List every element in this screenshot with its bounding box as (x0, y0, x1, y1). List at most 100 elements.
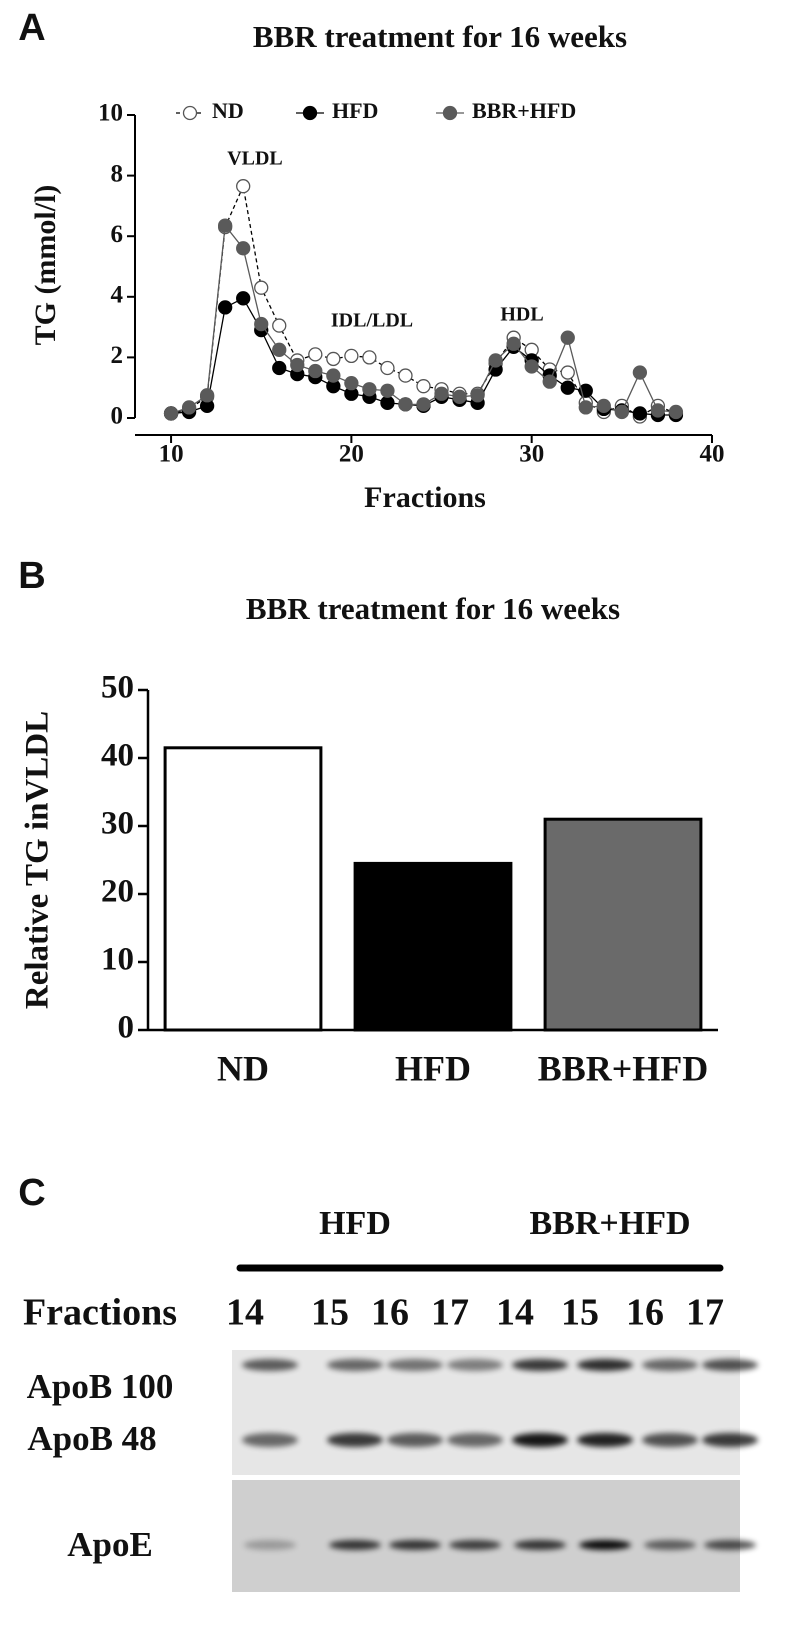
data-point (218, 300, 233, 315)
lane-label: 15 (561, 1292, 599, 1334)
chart-title: BBR treatment for 16 weeks (253, 19, 627, 54)
row-label: ApoB 100 (27, 1367, 174, 1406)
data-point (524, 359, 539, 374)
band (702, 1359, 758, 1371)
data-point (416, 397, 431, 412)
y-tick-label: 0 (111, 403, 124, 430)
fractions-label: Fractions (23, 1292, 177, 1334)
legend-label: HFD (332, 98, 378, 123)
band (244, 1540, 296, 1550)
band (447, 1359, 503, 1371)
lane-label: 16 (626, 1292, 664, 1334)
data-point (344, 376, 359, 391)
x-tick-label: 10 (159, 441, 184, 468)
data-point (254, 280, 269, 295)
group-label: BBR+HFD (529, 1205, 690, 1242)
data-point (488, 353, 503, 368)
band (512, 1359, 568, 1371)
band (387, 1433, 443, 1447)
data-point (452, 389, 467, 404)
data-point (236, 291, 251, 306)
band (327, 1433, 383, 1447)
x-tick-label: 40 (700, 441, 725, 468)
data-point (560, 330, 575, 345)
data-point (236, 241, 251, 256)
y-axis-label: TG (mmol/l) (29, 185, 62, 346)
band (704, 1540, 756, 1550)
blot-top (232, 1350, 740, 1475)
data-point (199, 388, 215, 403)
lane-label: 17 (431, 1292, 469, 1334)
band (329, 1540, 381, 1550)
x-tick-label: ND (217, 1048, 269, 1088)
data-point (668, 404, 684, 420)
band (642, 1359, 698, 1371)
band (512, 1433, 568, 1447)
annotation: HDL (500, 304, 543, 326)
data-point (632, 406, 648, 421)
data-point (434, 386, 449, 401)
legend-marker (302, 105, 318, 121)
data-point (506, 336, 521, 351)
chart-title: BBR treatment for 16 weeks (246, 591, 620, 626)
row-label: ApoB 48 (27, 1419, 156, 1458)
data-point (272, 318, 287, 333)
legend-marker (442, 105, 458, 121)
group-label: HFD (319, 1205, 391, 1242)
band (644, 1540, 696, 1550)
data-point (272, 360, 287, 376)
data-point (218, 218, 233, 233)
y-tick-label: 0 (118, 1010, 135, 1046)
bar (163, 746, 323, 1032)
legend-label: ND (212, 98, 244, 123)
data-point (542, 374, 557, 389)
data-point (380, 360, 395, 376)
y-tick-label: 50 (101, 670, 134, 706)
blot-bottom (232, 1480, 740, 1592)
data-point (650, 403, 666, 418)
data-point (326, 351, 341, 367)
data-point (560, 365, 575, 380)
data-point (290, 357, 305, 373)
data-point (362, 350, 377, 365)
lane-label: 15 (311, 1292, 349, 1334)
data-point (236, 179, 251, 194)
bar (353, 861, 513, 1032)
y-tick-label: 6 (111, 221, 124, 248)
y-tick-label: 10 (101, 942, 134, 978)
band (242, 1433, 298, 1447)
data-point (578, 400, 593, 415)
band (449, 1540, 501, 1550)
row-label: ApoE (67, 1525, 153, 1564)
y-tick-label: 20 (101, 874, 134, 910)
data-point (632, 365, 648, 380)
lane-label: 14 (496, 1292, 534, 1334)
data-point (362, 382, 377, 397)
annotation: VLDL (227, 148, 283, 170)
band (447, 1433, 503, 1447)
lane-label: 17 (686, 1292, 724, 1334)
data-point (614, 404, 629, 420)
data-point (470, 388, 485, 403)
x-tick-label: BBR+HFD (538, 1048, 709, 1088)
data-point (398, 368, 413, 383)
legend-marker (182, 105, 198, 121)
band (702, 1433, 758, 1447)
x-tick-label: 30 (519, 441, 544, 468)
data-point (416, 379, 431, 394)
bar (543, 817, 703, 1032)
x-tick-label: HFD (395, 1048, 471, 1088)
legend-label: BBR+HFD (472, 98, 576, 123)
y-tick-label: 4 (111, 282, 124, 309)
panel-label: A (18, 7, 45, 49)
data-point (181, 400, 197, 415)
data-point (254, 316, 269, 332)
band (327, 1359, 383, 1371)
data-point (380, 383, 395, 398)
x-axis-label: Fractions (364, 481, 486, 514)
band (577, 1433, 633, 1447)
data-point (326, 368, 341, 383)
band (642, 1433, 698, 1447)
